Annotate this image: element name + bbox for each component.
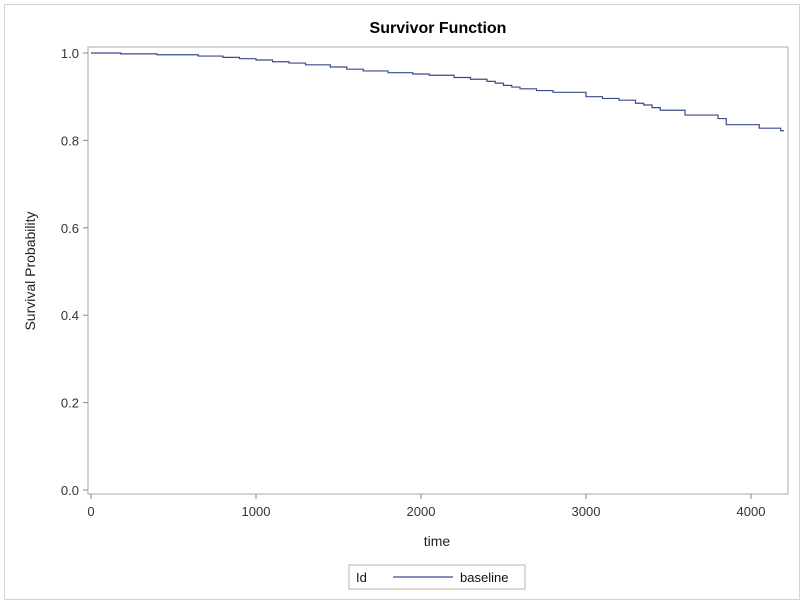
x-tick-label: 4000 <box>737 504 766 519</box>
x-tick-label: 0 <box>87 504 94 519</box>
y-tick-label: 0.6 <box>61 221 79 236</box>
series-layer <box>91 52 784 132</box>
x-tick-label: 3000 <box>572 504 601 519</box>
legend-title: Id <box>356 570 367 585</box>
x-axis-label: time <box>424 533 451 549</box>
y-tick-label: 0.4 <box>61 308 79 323</box>
x-axis: 0 1000 2000 3000 4000 <box>87 494 765 519</box>
plot-area <box>87 46 789 495</box>
x-tick-label: 2000 <box>407 504 436 519</box>
series-line-baseline <box>91 52 784 132</box>
y-tick-label: 0.8 <box>61 133 79 148</box>
legend: Id baseline <box>348 564 526 590</box>
y-axis: 0.0 0.2 0.4 0.6 0.8 1.0 <box>61 46 88 498</box>
chart-title: Survivor Function <box>370 20 507 37</box>
x-tick-label: 1000 <box>242 504 271 519</box>
chart-frame <box>4 4 800 600</box>
legend-entry-baseline: baseline <box>460 570 508 585</box>
y-tick-label: 0.2 <box>61 396 79 411</box>
y-axis-label: Survival Probability <box>22 211 38 330</box>
y-tick-label: 1.0 <box>61 46 79 61</box>
y-tick-label: 0.0 <box>61 483 79 498</box>
